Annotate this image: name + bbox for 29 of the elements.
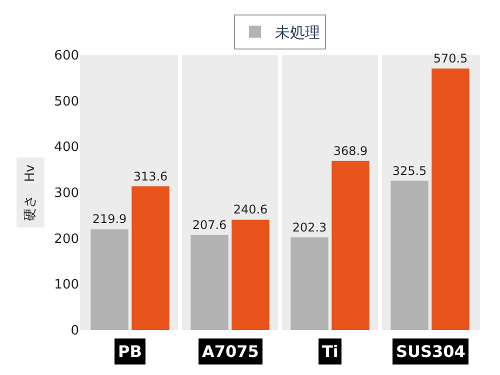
y-axis-title: 硬さ Hv bbox=[23, 164, 38, 221]
x-tick-label: PB bbox=[118, 342, 142, 361]
bar bbox=[90, 229, 128, 330]
y-tick-label: 600 bbox=[54, 48, 79, 64]
y-tick-label: 0 bbox=[70, 324, 79, 339]
data-label: 313.6 bbox=[133, 169, 168, 184]
y-tick-label: 500 bbox=[54, 94, 79, 110]
bar bbox=[432, 68, 470, 330]
data-label: 325.5 bbox=[392, 164, 427, 178]
bar bbox=[190, 234, 228, 330]
y-tick-label: 100 bbox=[54, 278, 79, 293]
data-label: 219.9 bbox=[92, 212, 127, 226]
data-label: 202.3 bbox=[292, 220, 327, 234]
data-label: 570.5 bbox=[433, 52, 468, 66]
bar bbox=[132, 186, 170, 330]
x-tick-label: SUS304 bbox=[396, 342, 466, 361]
x-tick-label: A7075 bbox=[202, 342, 259, 361]
data-label: 368.9 bbox=[333, 144, 368, 158]
data-label: 240.6 bbox=[233, 202, 268, 217]
bar bbox=[332, 160, 370, 330]
x-tick-label: Ti bbox=[322, 342, 338, 361]
y-tick-label: 400 bbox=[54, 140, 79, 156]
y-tick-label: 300 bbox=[54, 186, 79, 202]
data-label: 207.6 bbox=[192, 218, 227, 232]
legend-label: 未処理 bbox=[275, 24, 320, 42]
bar bbox=[290, 237, 328, 330]
bar bbox=[390, 180, 428, 330]
bar bbox=[232, 220, 270, 330]
y-tick-label: 200 bbox=[54, 232, 79, 247]
